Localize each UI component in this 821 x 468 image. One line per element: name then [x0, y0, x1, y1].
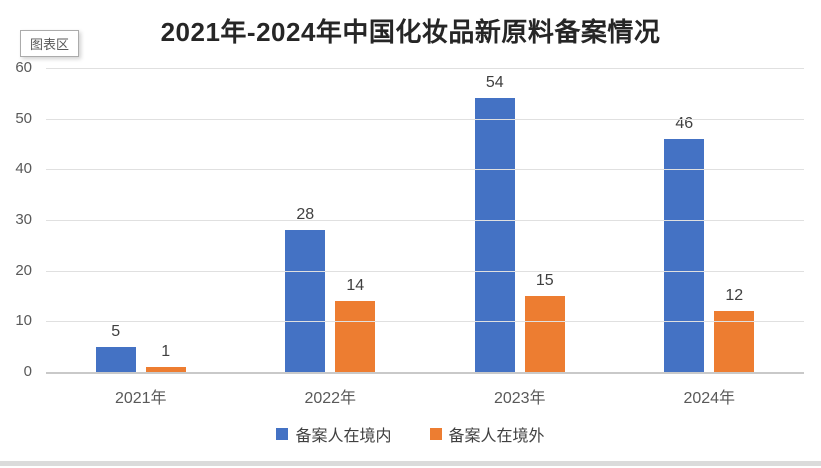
bar-备案人在境外[interactable]: 12: [714, 287, 755, 372]
gridline: [46, 321, 804, 323]
y-tick-label: 60: [15, 59, 32, 76]
legend-swatch-icon: [429, 428, 442, 440]
bar-value-label: 12: [725, 287, 744, 305]
legend-item[interactable]: 备案人在境外: [429, 422, 545, 446]
bar-value-label: 28: [296, 206, 315, 224]
bar-value-label: 14: [346, 277, 365, 295]
legend-label: 备案人在境内: [295, 428, 392, 445]
gridline: [46, 270, 804, 272]
x-tick-label: 2023年: [493, 390, 546, 407]
y-tick-label: 20: [15, 261, 32, 279]
bar-备案人在境内[interactable]: 28: [285, 206, 326, 372]
category-group: 46 12: [615, 68, 805, 372]
x-tick-label: 2021年: [114, 390, 167, 407]
bottom-divider: [0, 461, 821, 466]
bar-备案人在境内[interactable]: 54: [474, 74, 515, 372]
y-tick-label: 50: [15, 109, 32, 127]
chart-area-tooltip: 图表区: [20, 30, 80, 57]
y-tick-label: 40: [15, 160, 32, 178]
legend-label: 备案人在境外: [448, 428, 545, 445]
gridline: [46, 68, 804, 69]
y-axis: 0 10 20 30 40 50 60: [0, 59, 32, 380]
y-tick-label: 0: [23, 363, 32, 380]
bar-value-label: 46: [675, 114, 694, 132]
bar-groups: 5 1 28 14 54 15 46 12: [46, 68, 804, 372]
x-axis: 2021年 2022年 2023年 2024年: [46, 384, 804, 408]
chart-area-tooltip-label: 图表区: [30, 37, 70, 52]
x-tick-label: 2022年: [304, 390, 357, 407]
bar-value-label: 15: [535, 272, 554, 289]
gridline: [46, 169, 804, 171]
legend[interactable]: 备案人在境内 备案人在境外: [0, 422, 821, 446]
category-group: 54 15: [425, 68, 615, 372]
bar-备案人在境外[interactable]: 15: [524, 272, 565, 372]
bar-备案人在境外[interactable]: 14: [335, 277, 376, 372]
bar-value-label: 1: [161, 342, 171, 360]
bar-备案人在境外[interactable]: 1: [145, 343, 186, 372]
legend-swatch-icon: [276, 428, 289, 440]
x-tick-label: 2024年: [683, 390, 736, 407]
gridline: [46, 220, 804, 221]
y-tick-label: 30: [15, 211, 32, 228]
category-group: 28 14: [236, 68, 426, 372]
gridline: [46, 118, 804, 120]
bar-value-label: 54: [485, 74, 504, 92]
bar-备案人在境内[interactable]: 46: [664, 115, 705, 372]
bar-value-label: 5: [111, 322, 121, 340]
chart-title: 2021年-2024年中国化妆品新原料备案情况: [160, 17, 661, 47]
y-tick-label: 10: [15, 312, 32, 330]
plot-area: 5 1 28 14 54 15 46 12: [46, 68, 804, 374]
legend-item[interactable]: 备案人在境内: [276, 422, 392, 446]
bar-备案人在境内[interactable]: 5: [95, 323, 136, 372]
